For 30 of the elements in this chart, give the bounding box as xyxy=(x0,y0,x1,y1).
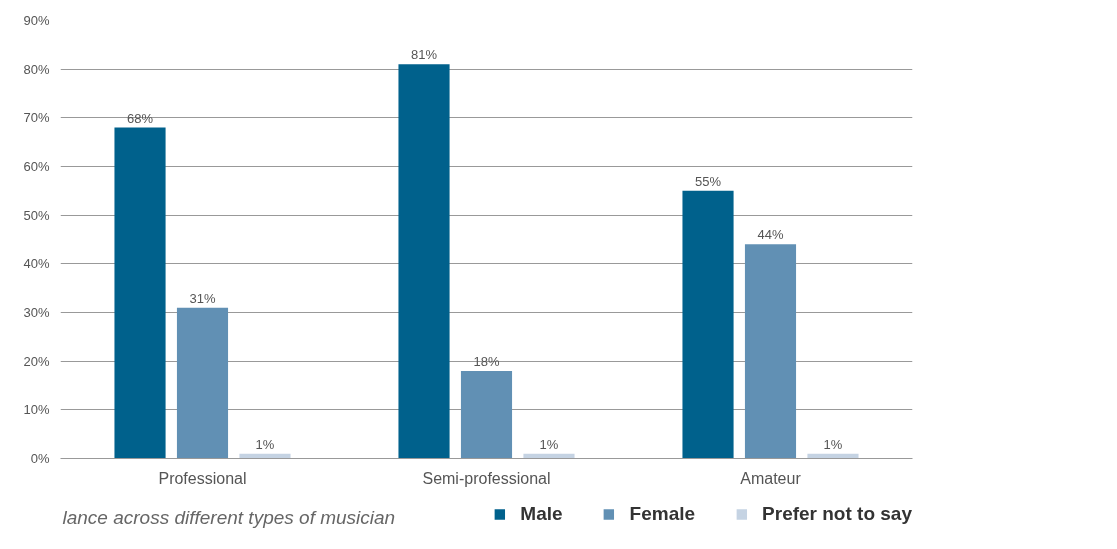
data-label: 31% xyxy=(189,290,216,306)
bar xyxy=(114,127,166,459)
bar xyxy=(176,307,229,459)
y-tick-label: 20% xyxy=(23,353,50,369)
bar xyxy=(682,190,734,459)
y-tick-label: 10% xyxy=(23,402,50,418)
text: lance across different types of musician xyxy=(62,506,396,528)
legend-label: Female xyxy=(629,503,696,525)
y-tick-label: 60% xyxy=(23,159,50,174)
bar xyxy=(398,64,450,459)
data-label: 81% xyxy=(411,47,438,63)
data-label: 1% xyxy=(255,436,275,452)
data-label: 55% xyxy=(695,173,722,189)
x-tick-label: Semi-professional xyxy=(422,469,551,487)
y-tick-label: 40% xyxy=(23,256,50,272)
y-tick-label: 50% xyxy=(23,207,50,223)
y-tick-label: 30% xyxy=(23,305,50,320)
data-label: 1% xyxy=(823,436,843,452)
x-tick-label: Professional xyxy=(158,469,247,487)
legend-label: Male xyxy=(520,503,563,525)
y-tick-label: 90% xyxy=(23,13,50,28)
x-tick-label: Amateur xyxy=(740,469,802,487)
bar xyxy=(744,244,797,459)
legend-label: Prefer not to say xyxy=(762,503,912,525)
data-label: 44% xyxy=(757,227,784,243)
data-label: 1% xyxy=(539,436,559,452)
bar xyxy=(460,370,513,459)
y-tick-label: 80% xyxy=(23,61,50,77)
y-tick-label: 0% xyxy=(30,451,50,466)
y-tick-label: 70% xyxy=(23,110,50,126)
